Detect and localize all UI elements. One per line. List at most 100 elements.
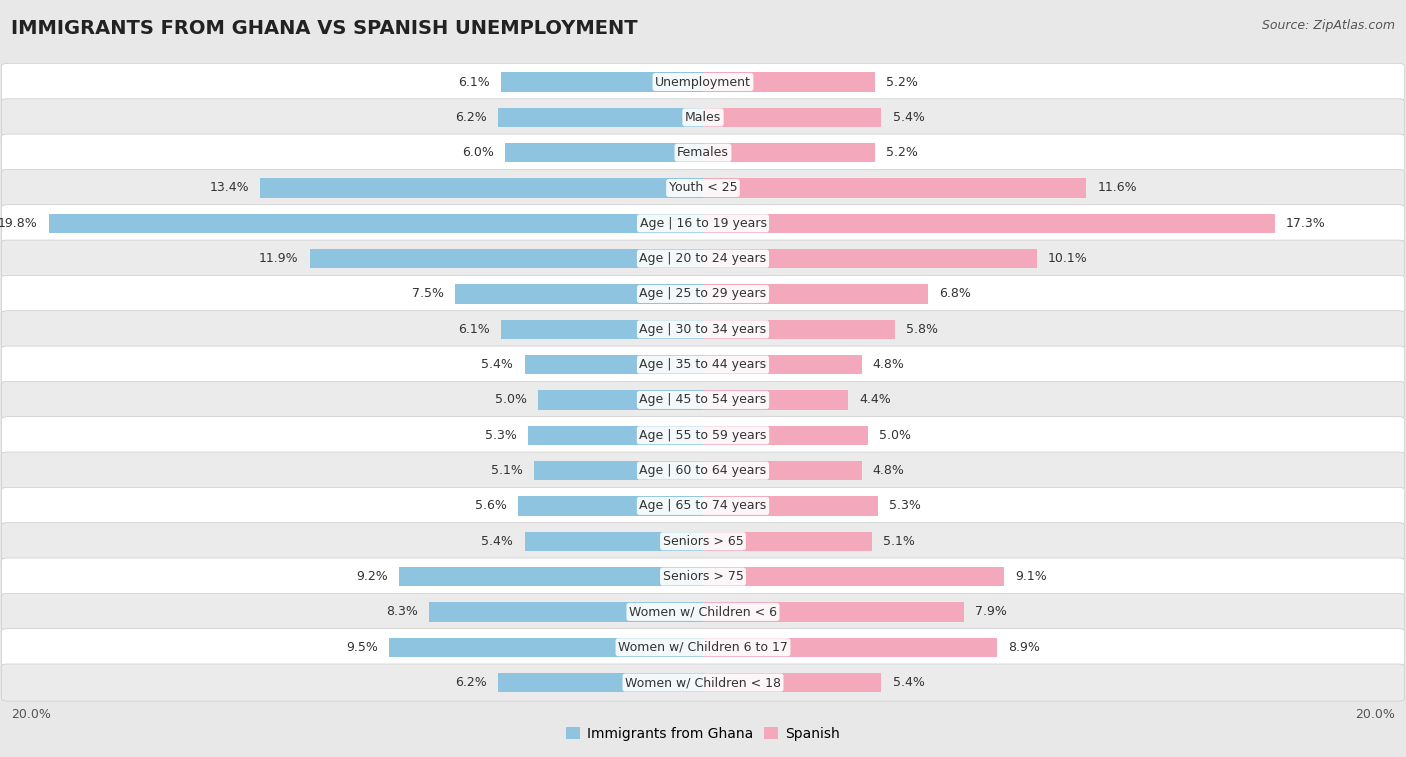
Text: Seniors > 65: Seniors > 65 [662, 534, 744, 548]
Bar [703, 249, 1036, 268]
FancyBboxPatch shape [1, 593, 1405, 631]
Text: Age | 60 to 64 years: Age | 60 to 64 years [640, 464, 766, 477]
Bar [49, 213, 703, 233]
FancyBboxPatch shape [1, 98, 1405, 136]
Text: 5.4%: 5.4% [481, 358, 513, 371]
Text: 7.5%: 7.5% [412, 288, 444, 301]
Text: 13.4%: 13.4% [209, 182, 249, 195]
Text: 5.0%: 5.0% [495, 394, 527, 407]
Bar [703, 425, 868, 445]
Text: Age | 45 to 54 years: Age | 45 to 54 years [640, 394, 766, 407]
Text: 9.1%: 9.1% [1015, 570, 1046, 583]
Bar [498, 673, 703, 692]
FancyBboxPatch shape [1, 664, 1405, 701]
Text: 6.8%: 6.8% [939, 288, 970, 301]
Text: Age | 25 to 29 years: Age | 25 to 29 years [640, 288, 766, 301]
Bar [703, 143, 875, 162]
Bar [703, 391, 848, 410]
Text: 6.2%: 6.2% [456, 111, 486, 124]
Bar [703, 107, 882, 127]
Text: 9.5%: 9.5% [346, 640, 378, 654]
Text: 5.8%: 5.8% [905, 322, 938, 336]
Text: 5.2%: 5.2% [886, 76, 918, 89]
Bar [456, 285, 703, 304]
FancyBboxPatch shape [1, 382, 1405, 419]
Text: 8.3%: 8.3% [385, 606, 418, 618]
Text: Age | 55 to 59 years: Age | 55 to 59 years [640, 428, 766, 442]
Text: 17.3%: 17.3% [1286, 217, 1326, 230]
Bar [502, 319, 703, 339]
Text: 5.4%: 5.4% [481, 534, 513, 548]
Text: 19.8%: 19.8% [0, 217, 38, 230]
Bar [703, 497, 879, 516]
Text: 5.3%: 5.3% [890, 500, 921, 512]
Bar [703, 567, 1004, 586]
Bar [534, 461, 703, 480]
Text: 5.2%: 5.2% [886, 146, 918, 159]
Text: Age | 65 to 74 years: Age | 65 to 74 years [640, 500, 766, 512]
Bar [498, 107, 703, 127]
Bar [703, 531, 872, 551]
Text: 4.8%: 4.8% [873, 358, 904, 371]
FancyBboxPatch shape [1, 64, 1405, 101]
FancyBboxPatch shape [1, 170, 1405, 207]
Text: 5.1%: 5.1% [883, 534, 915, 548]
Bar [524, 531, 703, 551]
Text: Youth < 25: Youth < 25 [669, 182, 737, 195]
FancyBboxPatch shape [1, 346, 1405, 383]
FancyBboxPatch shape [1, 134, 1405, 171]
FancyBboxPatch shape [1, 558, 1405, 595]
Text: 5.0%: 5.0% [880, 428, 911, 442]
Text: 4.4%: 4.4% [859, 394, 891, 407]
Bar [703, 355, 862, 374]
Bar [703, 673, 882, 692]
FancyBboxPatch shape [1, 452, 1405, 489]
Bar [505, 143, 703, 162]
Text: 11.6%: 11.6% [1098, 182, 1137, 195]
FancyBboxPatch shape [1, 522, 1405, 560]
Text: Women w/ Children 6 to 17: Women w/ Children 6 to 17 [619, 640, 787, 654]
Bar [527, 425, 703, 445]
Bar [703, 285, 928, 304]
Text: 11.9%: 11.9% [259, 252, 298, 265]
Text: Males: Males [685, 111, 721, 124]
Bar [517, 497, 703, 516]
Bar [703, 603, 965, 621]
Bar [703, 73, 875, 92]
Text: Unemployment: Unemployment [655, 76, 751, 89]
Bar [537, 391, 703, 410]
Bar [429, 603, 703, 621]
Text: 7.9%: 7.9% [976, 606, 1007, 618]
Text: 8.9%: 8.9% [1008, 640, 1040, 654]
Text: Source: ZipAtlas.com: Source: ZipAtlas.com [1261, 19, 1395, 32]
Bar [524, 355, 703, 374]
FancyBboxPatch shape [1, 310, 1405, 348]
Text: 6.1%: 6.1% [458, 76, 491, 89]
Text: 20.0%: 20.0% [11, 708, 51, 721]
Bar [502, 73, 703, 92]
Text: 6.2%: 6.2% [456, 676, 486, 689]
Legend: Immigrants from Ghana, Spanish: Immigrants from Ghana, Spanish [561, 721, 845, 746]
FancyBboxPatch shape [1, 416, 1405, 454]
Text: 9.2%: 9.2% [356, 570, 388, 583]
Bar [309, 249, 703, 268]
FancyBboxPatch shape [1, 204, 1405, 242]
Text: Age | 20 to 24 years: Age | 20 to 24 years [640, 252, 766, 265]
Bar [703, 461, 862, 480]
Text: Women w/ Children < 18: Women w/ Children < 18 [626, 676, 780, 689]
Bar [260, 179, 703, 198]
FancyBboxPatch shape [1, 628, 1405, 666]
FancyBboxPatch shape [1, 488, 1405, 525]
Bar [703, 179, 1087, 198]
Bar [703, 637, 997, 657]
FancyBboxPatch shape [1, 276, 1405, 313]
Text: Women w/ Children < 6: Women w/ Children < 6 [628, 606, 778, 618]
FancyBboxPatch shape [1, 240, 1405, 277]
Text: Age | 16 to 19 years: Age | 16 to 19 years [640, 217, 766, 230]
Text: 5.6%: 5.6% [475, 500, 506, 512]
Bar [399, 567, 703, 586]
Bar [703, 213, 1275, 233]
Text: 5.3%: 5.3% [485, 428, 516, 442]
Text: Females: Females [678, 146, 728, 159]
Text: Seniors > 75: Seniors > 75 [662, 570, 744, 583]
